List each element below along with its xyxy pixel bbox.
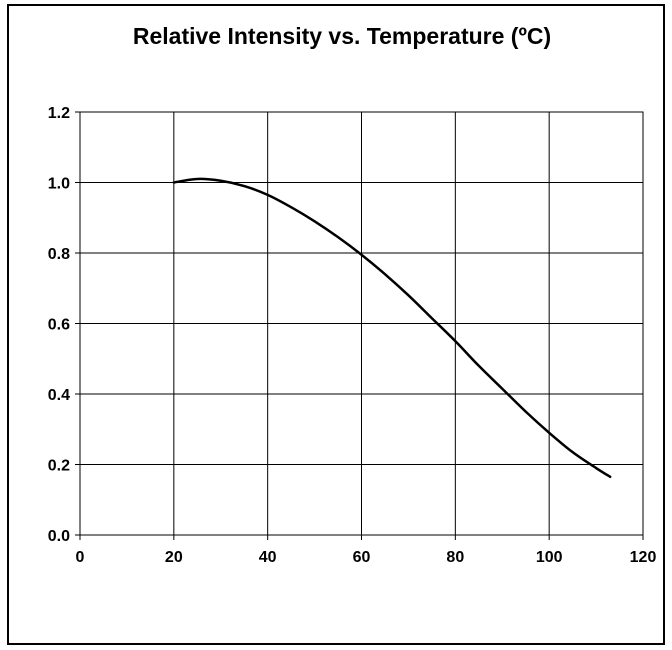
y-tick-label: 0.0 [48, 528, 70, 545]
x-tick-label: 80 [446, 549, 464, 566]
grid [75, 111, 644, 540]
x-tick-label: 20 [165, 549, 183, 566]
y-tick-label: 1.0 [48, 176, 70, 193]
x-tick-label: 40 [259, 549, 277, 566]
y-tick-label: 0.2 [48, 458, 70, 475]
x-tick-labels: 0 20 40 60 80 100 120 [76, 549, 657, 566]
y-tick-label: 0.6 [48, 317, 70, 334]
series-group [172, 177, 612, 479]
x-tick-label: 120 [630, 549, 657, 566]
x-tick-label: 100 [536, 549, 563, 566]
chart-frame [7, 4, 665, 645]
x-tick-label: 0 [76, 549, 85, 566]
chart-title: Relative Intensity vs. Temperature (ºC) [133, 23, 551, 49]
x-tick-label: 60 [353, 549, 371, 566]
series-line [172, 177, 612, 479]
y-tick-label: 1.2 [48, 105, 70, 122]
y-tick-label: 0.8 [48, 246, 70, 263]
y-tick-labels: 0.0 0.2 0.4 0.6 0.8 1.0 1.2 [48, 105, 70, 545]
y-tick-label: 0.4 [48, 387, 70, 404]
